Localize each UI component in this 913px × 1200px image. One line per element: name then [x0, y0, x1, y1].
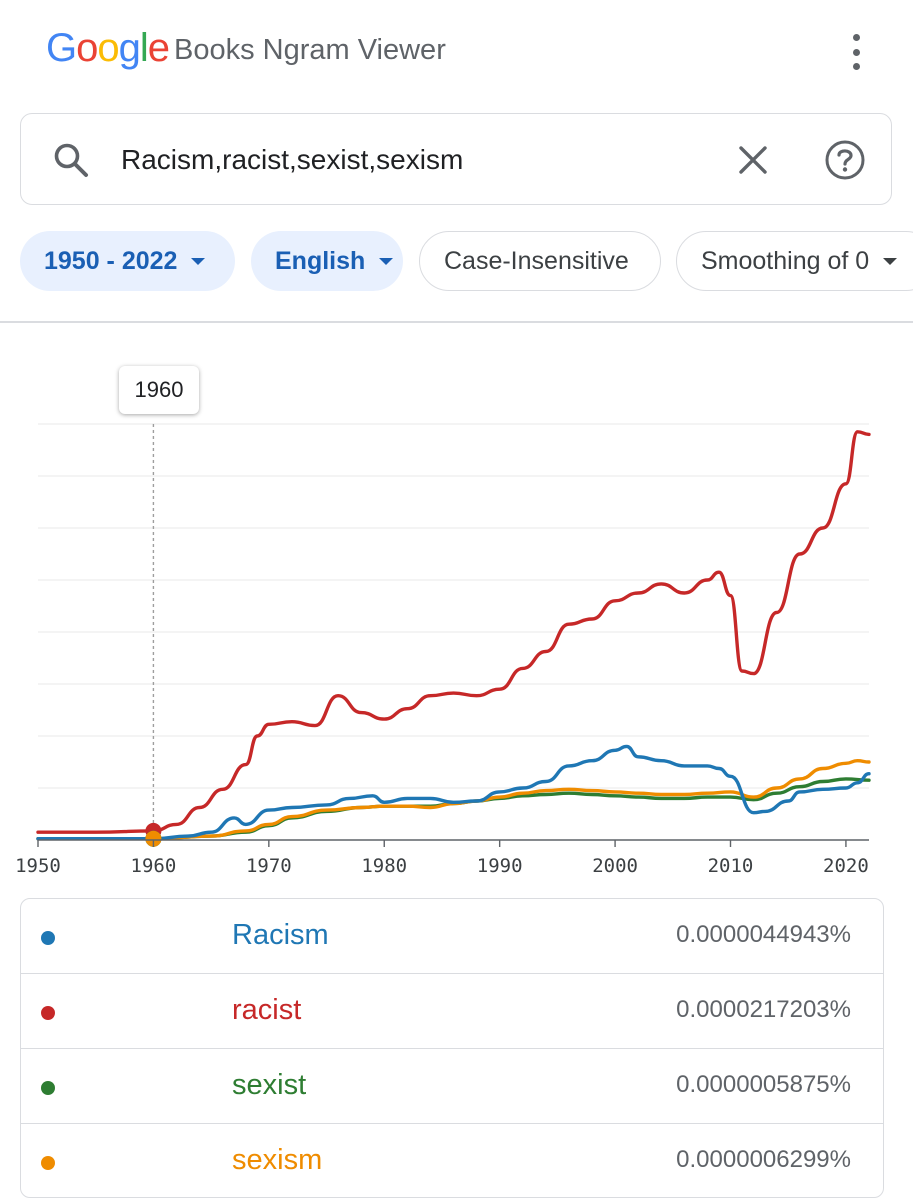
legend-value: 0.0000217203% [676, 996, 851, 1023]
legend-term[interactable]: Racism [232, 919, 329, 951]
x-tick-label: 2020 [823, 855, 869, 877]
x-tick-label: 1980 [361, 855, 407, 877]
search-icon[interactable] [51, 140, 91, 180]
caret-down-icon [883, 257, 898, 265]
logo-letter: o [97, 26, 119, 70]
series-line-sexism [36, 759, 871, 841]
series-line-racism [36, 744, 871, 841]
caret-down-icon [191, 257, 206, 265]
x-tick-label: 1970 [246, 855, 292, 877]
logo-letter: e [147, 26, 170, 70]
series-dot-icon [41, 1156, 55, 1170]
series-dot-icon [41, 931, 55, 945]
search-box [20, 113, 892, 205]
legend-row-racism[interactable]: Racism 0.0000044943% [21, 899, 883, 974]
logo-letter: g [118, 26, 141, 70]
legend-value: 0.0000006299% [676, 1146, 851, 1173]
legend-term[interactable]: sexism [232, 1144, 323, 1176]
logo-letter: o [76, 26, 98, 70]
smoothing-label: Smoothing of 0 [701, 246, 870, 275]
x-tick-label: 1950 [15, 855, 61, 877]
app-title: Books Ngram Viewer [174, 34, 446, 66]
legend-row-racist[interactable]: racist 0.0000217203% [21, 974, 883, 1049]
search-input[interactable] [121, 138, 681, 182]
language-chip[interactable]: English [251, 231, 403, 291]
logo-letter: l [139, 26, 149, 70]
logo-letter: G [46, 26, 77, 70]
google-logo: Google [46, 26, 170, 71]
series-dot-icon [41, 1081, 55, 1095]
legend-row-sexism[interactable]: sexism 0.0000006299% [21, 1124, 883, 1197]
legend-row-sexist[interactable]: sexist 0.0000005875% [21, 1049, 883, 1124]
app-header: Google Books Ngram Viewer [0, 0, 913, 100]
help-icon[interactable] [823, 138, 867, 182]
x-tick-label: 2000 [592, 855, 638, 877]
tooltip-year: 1960 [134, 377, 184, 402]
legend-term[interactable]: sexist [232, 1069, 307, 1101]
case-insensitive-chip[interactable]: Case-Insensitive [419, 231, 661, 291]
language-label: English [275, 246, 366, 275]
year-tooltip: 1960 [119, 366, 199, 414]
legend-value: 0.0000044943% [676, 921, 851, 948]
header-divider [0, 321, 913, 323]
caret-down-icon [379, 257, 394, 265]
year-range-chip[interactable]: 1950 - 2022 [20, 231, 235, 291]
case-insensitive-label: Case-Insensitive [444, 246, 629, 275]
x-tick-label: 1990 [477, 855, 523, 877]
close-icon[interactable] [733, 140, 773, 180]
year-range-label: 1950 - 2022 [44, 246, 178, 275]
legend-term[interactable]: racist [232, 994, 302, 1026]
x-tick-label: 1960 [131, 855, 177, 877]
ngram-chart[interactable]: 1950 1960 1970 1980 1990 2000 2010 2020 [0, 360, 913, 890]
hover-point-sexism [145, 830, 162, 847]
smoothing-chip[interactable]: Smoothing of 0 [676, 231, 913, 291]
series-line-racist [36, 430, 871, 834]
series-dot-icon [41, 1006, 55, 1020]
more-vert-icon[interactable] [838, 30, 874, 74]
x-tick-label: 2010 [708, 855, 754, 877]
legend-value: 0.0000005875% [676, 1071, 851, 1098]
legend-table: Racism 0.0000044943% racist 0.0000217203% se… [20, 898, 884, 1198]
